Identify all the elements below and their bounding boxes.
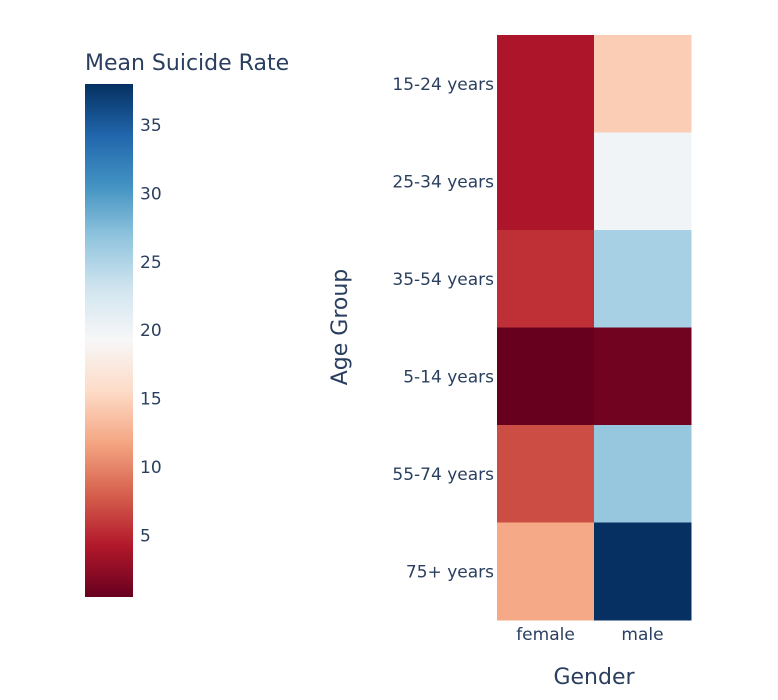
colorbar-tick-label: 20 <box>140 321 162 341</box>
y-tick-label: 5-14 years <box>403 367 494 387</box>
y-tick-label: 55-74 years <box>392 465 494 485</box>
colorbar-tick-label: 10 <box>140 458 162 478</box>
colorbar-tick-label: 5 <box>140 526 151 546</box>
heatmap-cells <box>497 35 692 621</box>
heatmap-cell <box>594 327 692 426</box>
heatmap-cell <box>594 425 692 523</box>
y-tick-label: 35-54 years <box>392 270 494 290</box>
y-axis-ticks: 15-24 years 25-34 years 35-54 years 5-14 ye… <box>392 75 494 583</box>
heatmap-cell <box>594 132 692 231</box>
y-tick-label: 15-24 years <box>392 75 494 95</box>
colorbar-tick-label: 15 <box>140 390 162 410</box>
heatmap-cell <box>497 35 595 133</box>
heatmap-cell <box>497 522 595 621</box>
heatmap-cell <box>594 230 692 328</box>
heatmap-cell <box>497 230 595 328</box>
heatmap-cell <box>497 425 595 523</box>
colorbar-tick-label: 30 <box>140 184 162 204</box>
colorbar-title: Mean Suicide Rate <box>85 51 289 76</box>
y-axis-label: Age Group <box>328 269 353 386</box>
heatmap-cell <box>594 522 692 621</box>
heatmap-cell <box>594 35 692 133</box>
colorbar-ticks: 5 10 15 20 25 30 35 <box>140 116 162 546</box>
heatmap-cell <box>497 132 595 231</box>
colorbar-tick-label: 35 <box>140 116 162 136</box>
x-tick-label: female <box>516 625 575 645</box>
colorbar-gradient <box>85 84 133 597</box>
y-tick-label: 25-34 years <box>392 172 494 192</box>
colorbar: Mean Suicide Rate 5 10 15 20 25 30 35 <box>85 51 289 597</box>
y-tick-label: 75+ years <box>406 562 494 582</box>
x-axis-label: Gender <box>553 665 635 690</box>
x-tick-label: male <box>621 625 663 645</box>
heatmap-cell <box>497 327 595 426</box>
x-axis-ticks: female male <box>516 625 663 645</box>
colorbar-tick-label: 25 <box>140 253 162 273</box>
